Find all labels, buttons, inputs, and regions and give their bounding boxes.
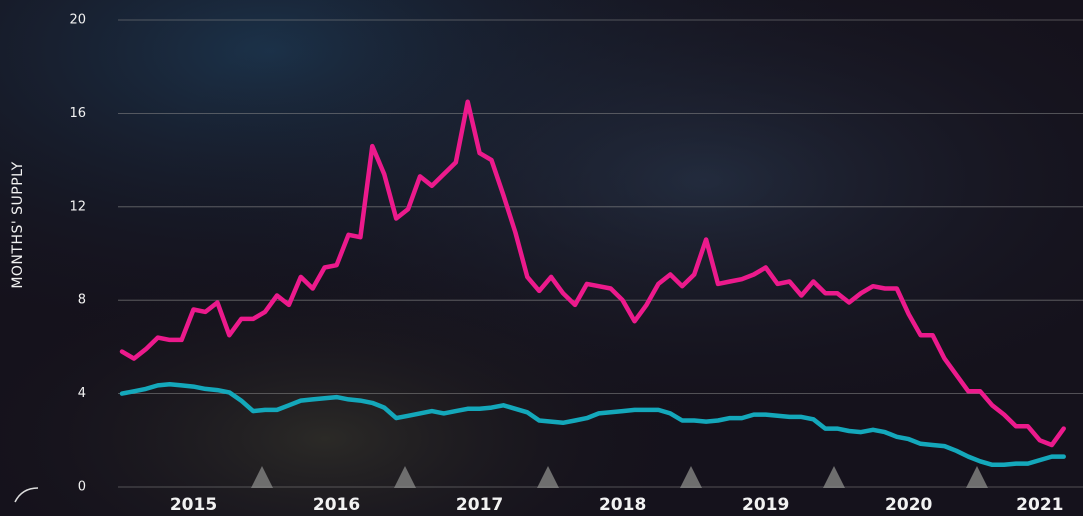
marker [537,466,559,488]
marker [394,466,416,488]
x-tick-label: 2017 [456,495,503,515]
y-tick-label: 12 [69,199,86,214]
series-line [119,99,1066,448]
x-tick-label: 2020 [885,495,932,515]
y-tick-label: 8 [78,293,86,308]
y-tick-label: 0 [78,480,86,495]
y-tick-label: 4 [78,386,86,401]
marker [251,466,273,488]
marker [823,466,845,488]
marker [966,466,988,488]
marker [680,466,702,488]
x-tick-label: 2021 [1016,495,1063,515]
x-tick-label: 2016 [313,495,360,515]
y-tick-label: 16 [69,106,86,121]
x-tick-label: 2015 [170,495,217,515]
y-tick-label: 20 [69,13,86,28]
decoration [14,487,39,503]
y-axis-title: MONTHS' SUPPLY [10,161,26,288]
x-tick-label: 2019 [742,495,789,515]
series-line [119,382,1066,468]
year-markers [251,466,988,488]
x-tick-label: 2018 [599,495,646,515]
